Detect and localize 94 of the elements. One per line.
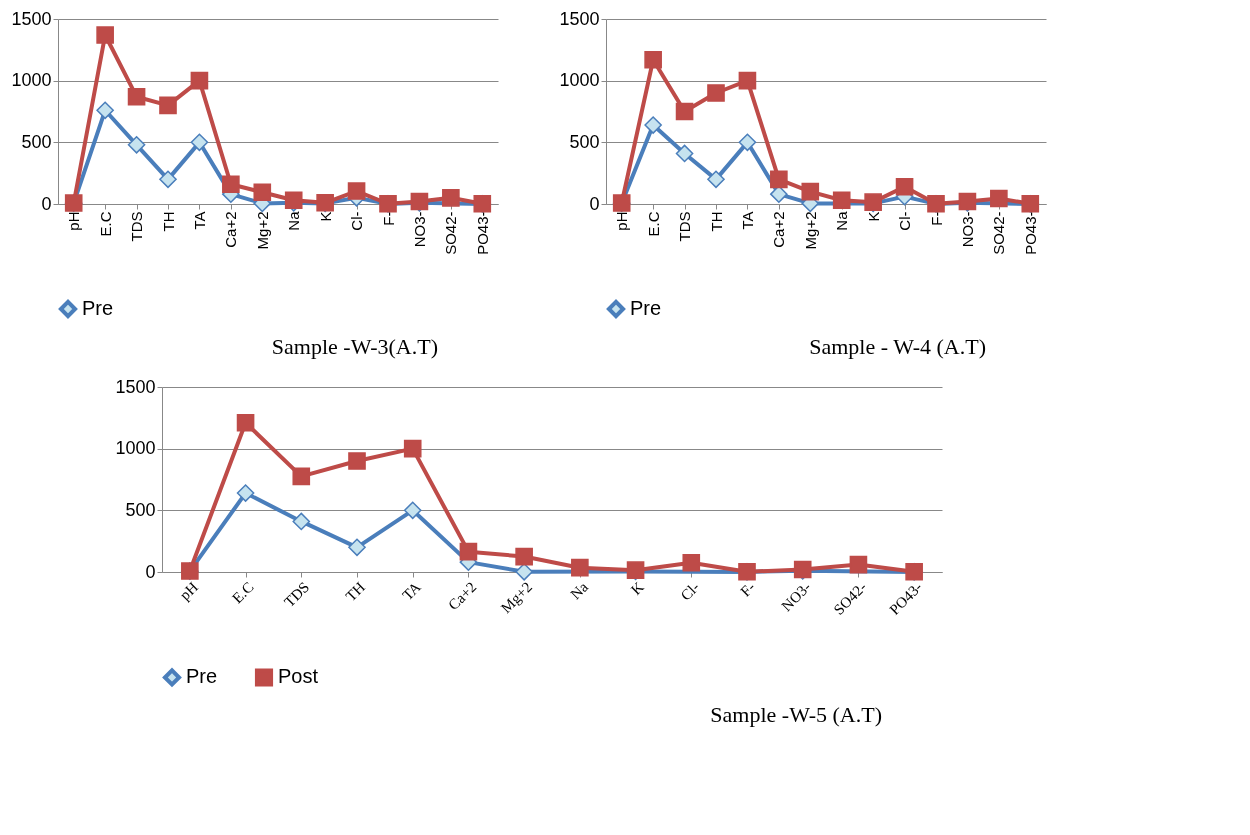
x-tick-label: K: [864, 211, 882, 222]
y-tick-label: 1500: [11, 8, 52, 29]
x-tick-label: TDS: [281, 578, 313, 611]
x-tick-label: K: [316, 211, 334, 222]
point: [571, 558, 589, 577]
x-tick-label: Na: [833, 210, 851, 231]
point: [895, 177, 914, 196]
x-tick-label: PO43-: [1021, 211, 1039, 255]
y-tick-label: 1000: [115, 438, 156, 459]
text: Sample -W-3(A.T): [271, 334, 438, 359]
x-tick-label: TDS: [676, 211, 694, 242]
point: [770, 170, 788, 189]
x-tick-label: K: [627, 578, 647, 598]
point: [738, 133, 757, 152]
x-tick-label: Na: [567, 578, 592, 603]
text: Sample -W-5 (A.T): [710, 702, 882, 727]
point: [707, 170, 725, 189]
point: [675, 102, 694, 121]
x-tick-label: F-: [379, 211, 397, 226]
point: [236, 413, 255, 432]
point: [675, 144, 694, 163]
point: [738, 71, 757, 90]
x-tick-label: Na: [285, 210, 303, 231]
point: [348, 538, 366, 557]
point: [236, 484, 255, 502]
point: [159, 170, 177, 189]
y-tick-label: 500: [125, 499, 156, 520]
point: [849, 555, 868, 574]
point: [442, 189, 460, 207]
x-tick-label: TH: [342, 578, 369, 605]
point: [459, 542, 478, 561]
point: [644, 116, 662, 134]
x-tick-label: pH: [176, 578, 202, 604]
x-tick-label: E.C: [644, 211, 662, 237]
x-tick-label: pH: [613, 211, 631, 231]
point: [253, 183, 272, 202]
point: [292, 512, 311, 531]
x-tick-label: TDS: [128, 211, 146, 242]
x-tick-label: TA: [399, 578, 424, 604]
y-tick-label: 0: [145, 561, 156, 582]
text: Sample - W-4 (A.T): [809, 334, 986, 359]
point: [222, 175, 240, 194]
point: [801, 182, 820, 201]
x-tick-label: Mg+2: [253, 211, 271, 250]
point: [682, 553, 701, 572]
y-tick-label: 1000: [11, 70, 52, 91]
y-tick-label: 0: [589, 193, 600, 214]
x-tick-label: NO3-: [958, 211, 976, 248]
x-tick-label: TA: [738, 211, 756, 230]
y-tick-label: 500: [569, 131, 600, 152]
x-tick-label: TH: [159, 211, 177, 232]
x-tick-label: pH: [65, 211, 83, 231]
legend-label: Post: [278, 665, 319, 688]
x-tick-label: Ca+2: [770, 211, 788, 248]
legend-label: Pre: [186, 665, 218, 688]
x-tick-label: SO42-: [990, 211, 1008, 255]
y-tick-label: 1000: [559, 70, 600, 91]
y-tick-label: 500: [21, 131, 52, 152]
point: [190, 71, 209, 90]
x-tick-label: TH: [707, 211, 725, 232]
point: [403, 501, 422, 520]
point: [348, 452, 366, 470]
x-tick-label: Ca+2: [222, 211, 240, 248]
point: [96, 26, 114, 44]
x-tick-label: TA: [190, 211, 208, 230]
x-tick-label: F-: [927, 211, 945, 226]
x-tick-label: E.C: [229, 578, 257, 607]
point: [644, 50, 662, 69]
legend-label: Pre: [82, 297, 114, 319]
point: [127, 87, 146, 106]
point: [190, 133, 209, 152]
point: [96, 101, 114, 120]
point: [832, 191, 851, 210]
x-tick-label: Cl-: [677, 578, 703, 604]
x-tick-label: SO42-: [442, 211, 460, 255]
point: [347, 182, 366, 200]
x-tick-label: F-: [737, 578, 759, 600]
y-tick-label: 1500: [559, 8, 600, 29]
x-tick-label: Cl-: [348, 211, 366, 231]
legend-label: Pre: [630, 297, 662, 319]
x-tick-label: NO3-: [410, 211, 428, 248]
point: [990, 189, 1008, 208]
x-tick-label: Mg+2: [801, 211, 819, 250]
point: [159, 96, 177, 115]
point: [292, 467, 311, 486]
point: [403, 439, 422, 458]
x-tick-label: Cl-: [896, 211, 914, 231]
point: [515, 547, 533, 566]
y-tick-label: 0: [41, 193, 52, 214]
point: [127, 135, 146, 154]
point: [707, 84, 725, 102]
x-tick-label: PO43-: [473, 211, 491, 255]
x-tick-label: E.C: [96, 211, 114, 237]
y-tick-label: 1500: [115, 376, 156, 397]
